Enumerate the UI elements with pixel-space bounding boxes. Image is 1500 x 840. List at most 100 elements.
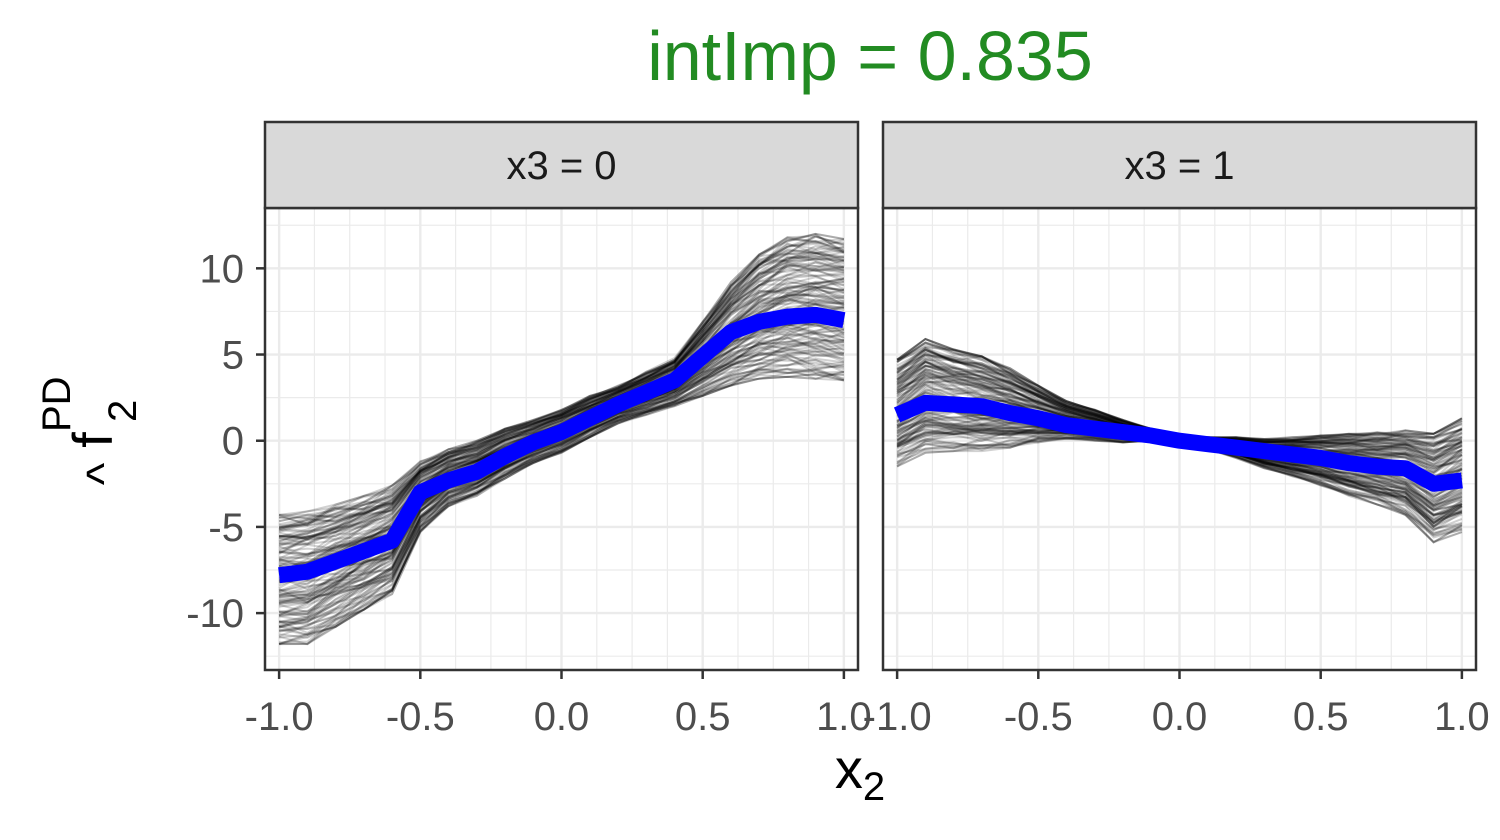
ice-curve	[278, 358, 845, 633]
ice-curve	[278, 358, 845, 638]
ice-curve	[278, 232, 845, 529]
x-tick-label: -1.0	[245, 695, 314, 739]
ice-curve	[278, 357, 845, 636]
ice-curve	[279, 232, 845, 516]
y-tick-label: 10	[200, 247, 245, 291]
ice-curve	[278, 264, 844, 548]
ice-curve	[279, 252, 845, 538]
ice-curve	[278, 245, 845, 533]
ice-curve	[278, 340, 844, 616]
facet-strip-label: x3 = 0	[506, 144, 616, 188]
ice-curve	[278, 240, 845, 538]
ice-curve	[278, 337, 845, 624]
x-tick-label: -0.5	[386, 695, 455, 739]
ice-curve	[279, 255, 845, 539]
ice-curve	[278, 268, 844, 546]
ice-curve	[278, 252, 844, 541]
ice-curve	[279, 368, 845, 644]
ice-curve	[278, 343, 845, 622]
ice-curve	[278, 351, 845, 628]
ice-curve	[278, 261, 845, 545]
ice-curve	[278, 242, 844, 529]
ice-curve	[279, 265, 844, 546]
ice-curve	[279, 363, 845, 632]
facet-strip-label: x3 = 1	[1124, 144, 1234, 188]
ice-curve	[278, 336, 844, 623]
ice-curve	[278, 257, 844, 540]
y-axis-title-superscript: PD	[35, 376, 79, 432]
facet-strip	[881, 120, 1478, 210]
ice-curve	[278, 368, 844, 646]
ice-curve	[278, 235, 845, 525]
ice-curve	[279, 244, 845, 529]
facet-panel: x3 = 0	[263, 120, 860, 672]
ice-curve	[278, 346, 844, 628]
ice-curve	[278, 242, 845, 526]
pd-curve	[278, 306, 846, 584]
ice-curve	[278, 265, 844, 555]
x-tick-label: -1.0	[863, 695, 932, 739]
ice-curve	[278, 262, 845, 555]
ice-curve	[279, 373, 845, 646]
x-tick-label: 1.0	[1434, 695, 1490, 739]
y-tick-label: -5	[208, 506, 244, 550]
x-tick-label: 0.0	[534, 695, 590, 739]
y-tick-label: -10	[186, 592, 244, 636]
ice-curve	[278, 238, 845, 527]
ice-curve	[279, 371, 845, 646]
ice-curve	[278, 332, 845, 617]
x-tick-label: 0.0	[1152, 695, 1208, 739]
ice-curve	[278, 261, 845, 543]
ice-curve	[278, 263, 845, 545]
ice-curve	[279, 369, 845, 646]
x-axis-title-main: x	[835, 737, 863, 800]
facet-panels: x3 = 0 x3 = 1	[263, 120, 1478, 672]
x-axis-title: x2	[835, 737, 885, 809]
ice-curve	[278, 268, 845, 552]
ice-curve	[278, 338, 845, 617]
ice-curve	[279, 345, 845, 614]
panel-data	[278, 232, 846, 646]
ice-curve	[278, 236, 844, 529]
ice-curve	[279, 254, 845, 537]
ice-curve	[278, 352, 844, 634]
facet-panel: x3 = 1	[881, 120, 1478, 672]
ice-curve	[279, 251, 845, 533]
ice-curve	[278, 348, 845, 629]
x-tick-label: 0.5	[675, 695, 731, 739]
ice-curve	[278, 236, 844, 516]
pd-curve	[893, 394, 1463, 492]
ice-curve	[278, 347, 845, 628]
ice-curve	[278, 367, 844, 636]
ice-curve	[278, 350, 844, 625]
ice-curve	[278, 367, 845, 646]
x-tick-label: -0.5	[1004, 695, 1073, 739]
ice-curve	[278, 285, 845, 561]
ice-curve	[278, 240, 845, 519]
y-axis-title-subscript: 2	[101, 400, 145, 422]
ice-curve	[278, 246, 844, 530]
facet-strip	[263, 120, 860, 210]
ice-curve	[279, 250, 845, 534]
ice-curve	[278, 277, 845, 562]
ice-curve	[278, 353, 845, 626]
panel-data	[893, 337, 1463, 544]
ice-curve	[278, 255, 845, 539]
ice-curve	[278, 344, 845, 628]
ice-curve	[278, 340, 845, 618]
panel-grid	[265, 208, 858, 670]
ice-curve	[279, 356, 844, 631]
y-tick-label: 5	[222, 334, 244, 378]
ice-curve	[279, 350, 844, 624]
ice-curve	[278, 276, 845, 557]
ice-curve	[279, 259, 845, 546]
y-axis-title: f ^ PD 2	[35, 376, 145, 485]
chart-title: intImp = 0.835	[647, 17, 1093, 95]
x-axis-ticks: -1.0 -0.5 0.0 0.5 1.0-1.0 -0.5 0.0 0.5 1.0	[245, 670, 1490, 739]
ice-curve	[278, 261, 845, 550]
ice-curve	[278, 248, 845, 531]
ice-curve	[278, 258, 844, 543]
ice-curve	[278, 367, 844, 646]
ice-curve	[278, 234, 845, 523]
